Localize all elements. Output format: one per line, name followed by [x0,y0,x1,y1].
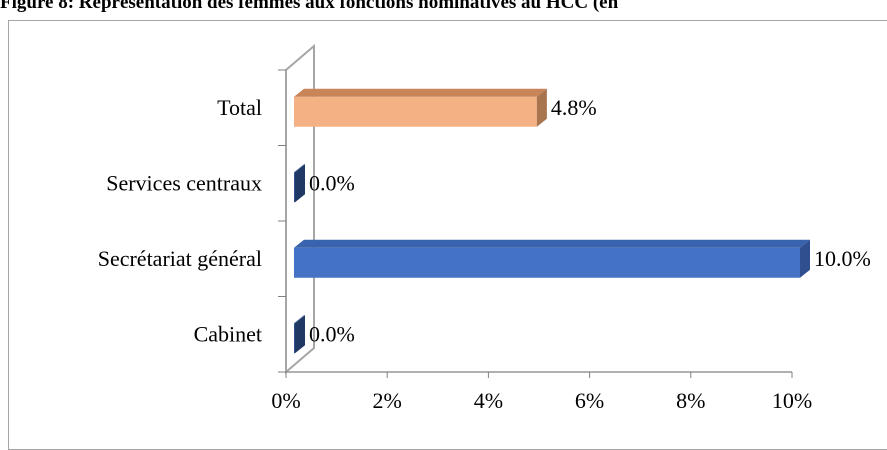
bar-top [294,88,547,97]
x-tick-label: 10% [772,388,812,413]
bar-chart: 0% 2% 4% 6% 8% 10% Cabinet 0.0% Secrétariat géné… [98,43,871,413]
bar-side [536,88,547,127]
bar-front [294,96,537,127]
bar-front [294,323,295,354]
bar-cabinet [294,315,305,354]
bar-secr-tariat-g-n-ral [294,239,810,278]
bar-total [294,88,547,127]
x-tick-label: 6% [575,388,604,413]
bar-front [294,172,295,203]
x-tick-label: 2% [373,388,402,413]
data-label: 4.8% [551,95,597,120]
category-label: Services centraux [106,170,262,195]
data-label: 0.0% [309,321,355,346]
x-tick-label: 0% [271,388,300,413]
figure-title: Figure 8: Représentation des femmes aux … [0,0,619,13]
data-label: 0.0% [309,170,355,195]
bar-front [294,247,800,278]
x-tick-label: 4% [474,388,503,413]
bar-top [294,164,305,173]
bar-top [294,315,305,324]
data-label: 10.0% [814,246,871,271]
category-label: Total [217,95,262,120]
x-tick-label: 8% [676,388,705,413]
bar-side [295,164,305,203]
bar-side [800,239,810,278]
bar-services-centraux [294,164,305,203]
bar-top [294,239,810,248]
category-label: Secrétariat général [98,246,262,271]
category-label: Cabinet [194,321,262,346]
bar-side [295,315,305,354]
back-wall [285,43,315,375]
